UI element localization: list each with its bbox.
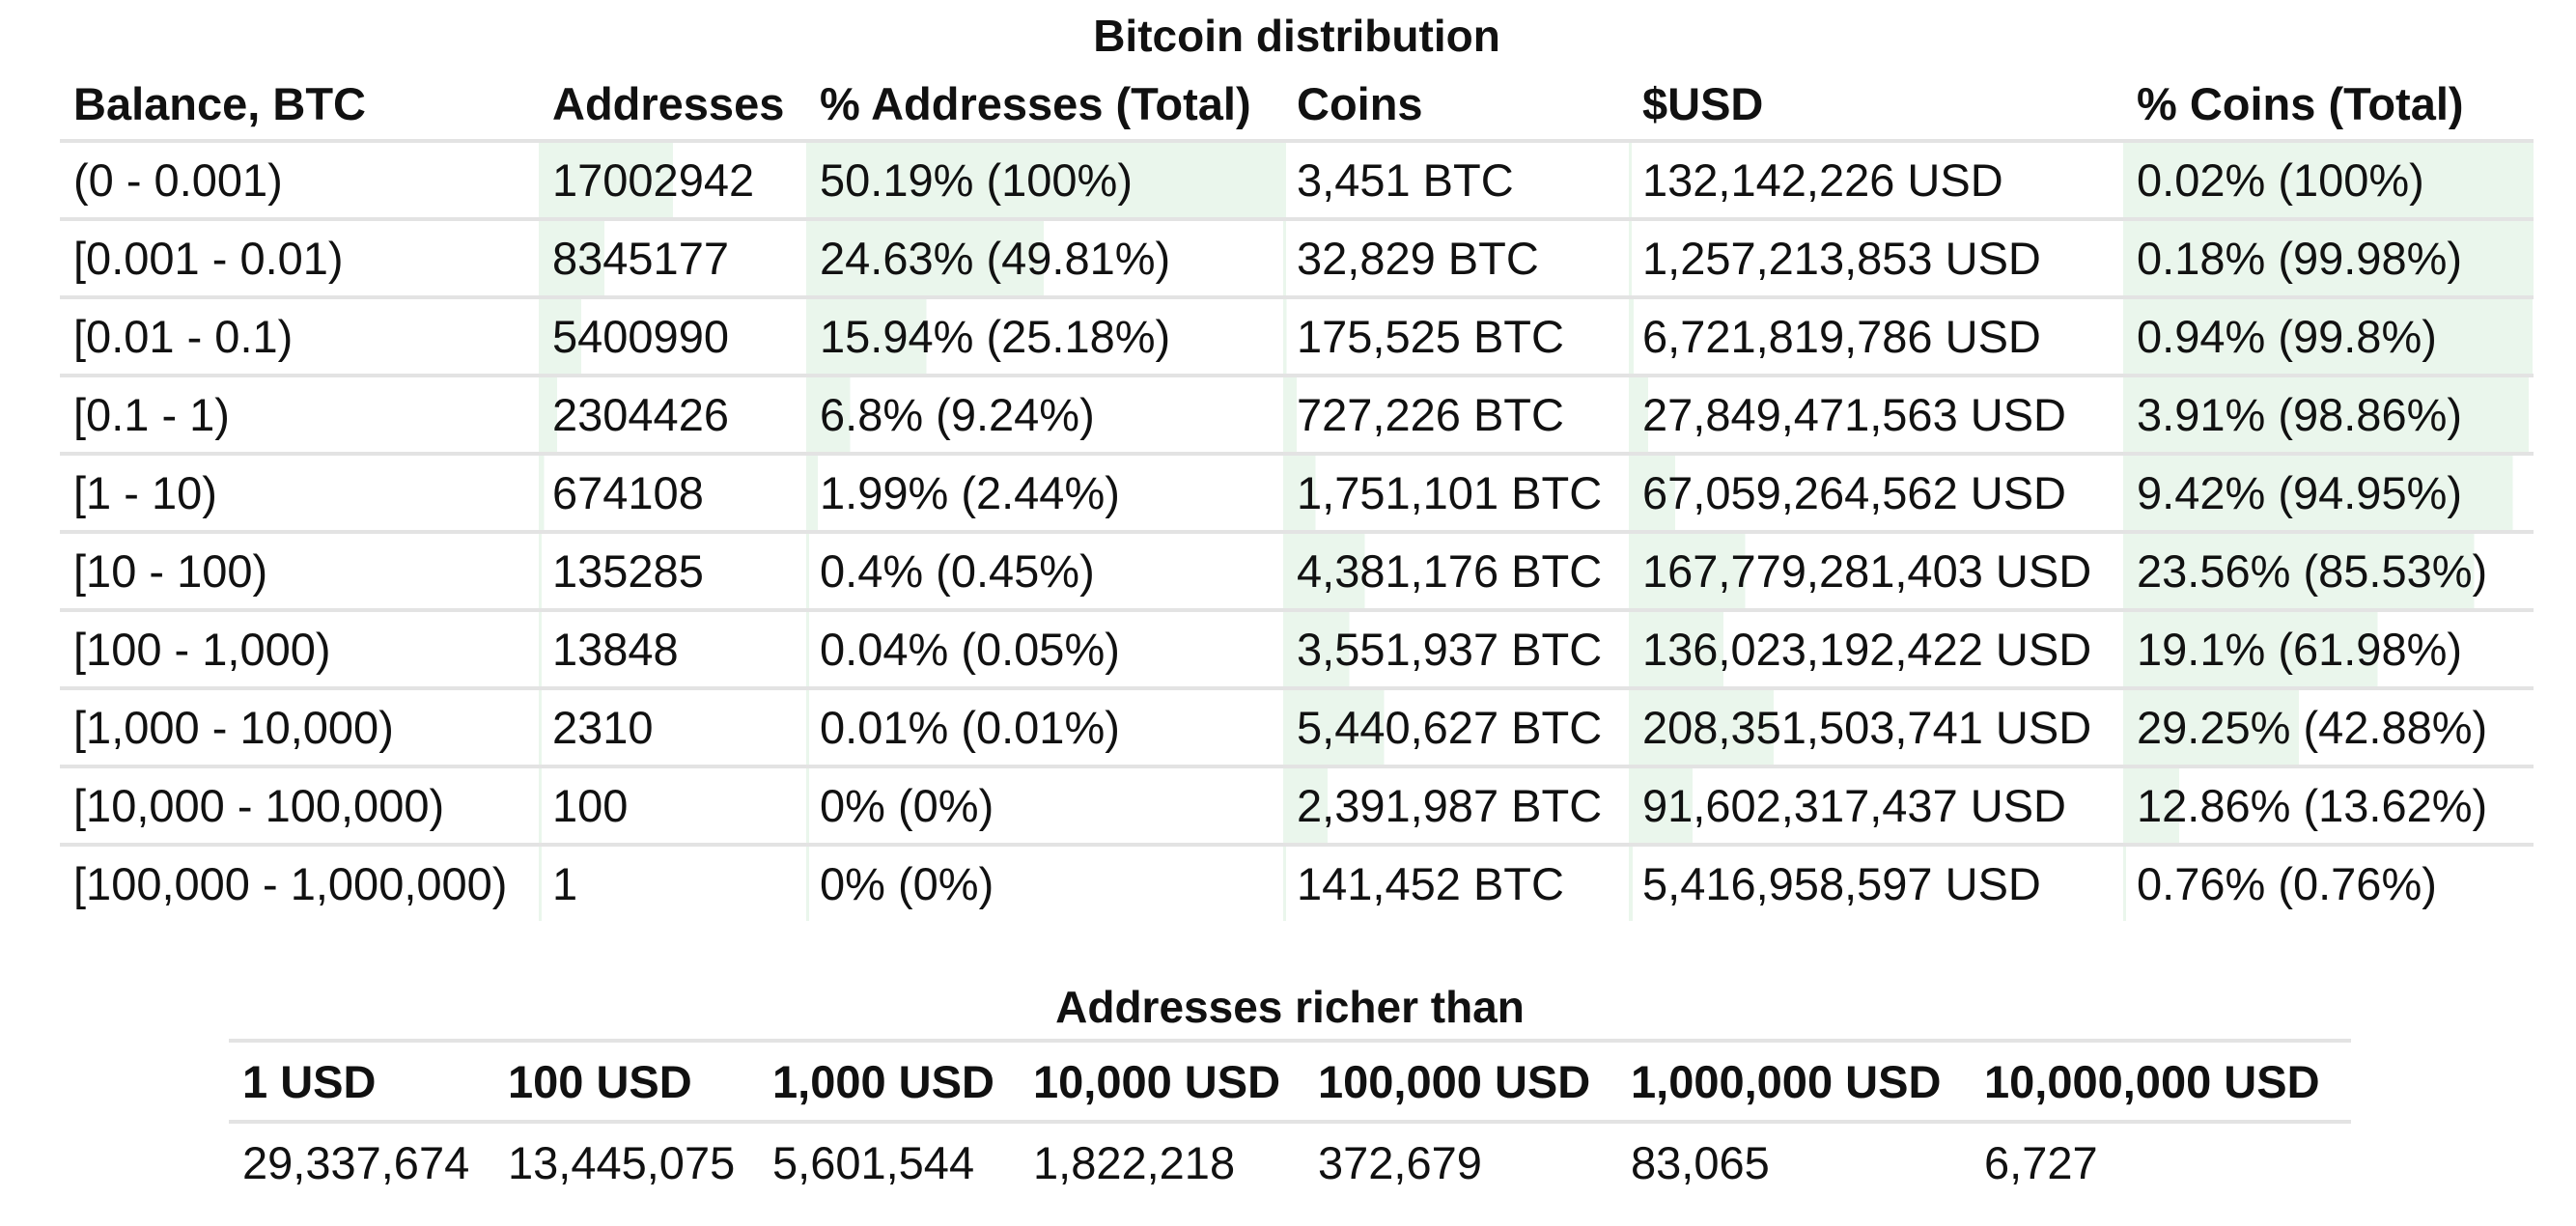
cell-balance: [0.01 - 0.1) — [60, 297, 539, 377]
richer-than-header[interactable]: 1,000 USD — [759, 1039, 1020, 1124]
header-addresses[interactable]: Addresses — [539, 68, 806, 143]
richer-than-value: 29,337,674 — [242, 1136, 470, 1188]
cell-usd: 6,721,819,786 USD — [1629, 297, 2123, 377]
cell-usd: 167,779,281,403 USD — [1629, 532, 2123, 612]
cell-pct-addresses: 0.01% (0.01%) — [806, 688, 1283, 768]
richer-than-value: 372,679 — [1318, 1136, 1482, 1188]
cell-addresses: 2304426 — [539, 376, 806, 456]
cell-usd: 136,023,192,422 USD — [1629, 610, 2123, 690]
distribution-row: [100,000 - 1,000,000) 1 0% (0%) 141,452 BTC… — [60, 845, 2534, 921]
distribution-row: [0.001 - 0.01) 8345177 24.63% (49.81%) 32,8… — [60, 219, 2534, 299]
cell-usd: 208,351,503,741 USD — [1629, 688, 2123, 768]
cell-coins: 4,381,176 BTC — [1283, 532, 1629, 612]
richer-than-value: 83,065 — [1631, 1136, 1770, 1188]
distribution-table: Balance, BTC Addresses % Addresses (Tota… — [60, 68, 2534, 921]
cell-pct-addresses: 0.04% (0.05%) — [806, 610, 1283, 690]
cell-addresses: 1 — [539, 845, 806, 921]
richer-than-header[interactable]: 10,000 USD — [1020, 1039, 1304, 1124]
cell-balance: (0 - 0.001) — [60, 141, 539, 221]
distribution-row: [0.1 - 1) 2304426 6.8% (9.24%) 727,226 BTC 2… — [60, 376, 2534, 456]
cell-addresses: 13848 — [539, 610, 806, 690]
cell-pct-addresses: 6.8% (9.24%) — [806, 376, 1283, 456]
cell-addresses: 5400990 — [539, 297, 806, 377]
distribution-row: [1 - 10) 674108 1.99% (2.44%) 1,751,101 BTC… — [60, 454, 2534, 534]
cell-usd: 132,142,226 USD — [1629, 141, 2123, 221]
distribution-header-row: Balance, BTC Addresses % Addresses (Tota… — [60, 68, 2534, 143]
header-pct-addresses[interactable]: % Addresses (Total) — [806, 68, 1283, 143]
richer-than-value: 6,727 — [1984, 1136, 2098, 1188]
cell-coins: 1,751,101 BTC — [1283, 454, 1629, 534]
distribution-row: [100 - 1,000) 13848 0.04% (0.05%) 3,551,937… — [60, 610, 2534, 690]
cell-pct-addresses: 50.19% (100%) — [806, 141, 1283, 221]
cell-balance: [10,000 - 100,000) — [60, 766, 539, 847]
richer-than-value: 1,822,218 — [1033, 1136, 1236, 1188]
bitcoin-distribution-section: Bitcoin distribution Balance, BTC Addres… — [60, 4, 2534, 921]
cell-pct-addresses: 1.99% (2.44%) — [806, 454, 1283, 534]
cell-balance: [1,000 - 10,000) — [60, 688, 539, 768]
cell-pct-addresses: 0.4% (0.45%) — [806, 532, 1283, 612]
cell-pct-coins: 9.42% (94.95%) — [2123, 454, 2534, 534]
cell-addresses: 135285 — [539, 532, 806, 612]
cell-pct-coins: 0.18% (99.98%) — [2123, 219, 2534, 299]
cell-addresses: 674108 — [539, 454, 806, 534]
cell-pct-coins: 29.25% (42.88%) — [2123, 688, 2534, 768]
cell-coins: 175,525 BTC — [1283, 297, 1629, 377]
richer-than-value: 13,445,075 — [508, 1136, 736, 1188]
cell-coins: 141,452 BTC — [1283, 845, 1629, 921]
distribution-row: [10 - 100) 135285 0.4% (0.45%) 4,381,176 BT… — [60, 532, 2534, 612]
richer-than-table: 1 USD 100 USD 1,000 USD 10,000 USD 100,000 U… — [229, 1039, 2351, 1201]
cell-balance: [10 - 100) — [60, 532, 539, 612]
cell-addresses: 100 — [539, 766, 806, 847]
richer-than-header[interactable]: 100 USD — [494, 1039, 759, 1124]
richer-than-header-row: 1 USD 100 USD 1,000 USD 10,000 USD 100,000 U… — [229, 1039, 2351, 1124]
cell-balance: [1 - 10) — [60, 454, 539, 534]
cell-pct-coins: 0.94% (99.8%) — [2123, 297, 2534, 377]
richer-than-header[interactable]: 100,000 USD — [1304, 1039, 1617, 1124]
distribution-row: (0 - 0.001) 17002942 50.19% (100%) 3,451 BT… — [60, 141, 2534, 221]
cell-usd: 1,257,213,853 USD — [1629, 219, 2123, 299]
distribution-caption: Bitcoin distribution — [1093, 11, 1500, 61]
cell-usd: 27,849,471,563 USD — [1629, 376, 2123, 456]
cell-pct-coins: 19.1% (61.98%) — [2123, 610, 2534, 690]
richer-than-value: 5,601,544 — [772, 1136, 975, 1188]
cell-pct-addresses: 0% (0%) — [806, 766, 1283, 847]
richer-than-header[interactable]: 1,000,000 USD — [1617, 1039, 1971, 1124]
cell-balance: [0.001 - 0.01) — [60, 219, 539, 299]
header-balance[interactable]: Balance, BTC — [60, 68, 539, 143]
header-pct-coins[interactable]: % Coins (Total) — [2123, 68, 2534, 143]
cell-coins: 3,451 BTC — [1283, 141, 1629, 221]
cell-pct-coins: 12.86% (13.62%) — [2123, 766, 2534, 847]
cell-pct-addresses: 0% (0%) — [806, 845, 1283, 921]
cell-coins: 2,391,987 BTC — [1283, 766, 1629, 847]
cell-coins: 32,829 BTC — [1283, 219, 1629, 299]
cell-usd: 91,602,317,437 USD — [1629, 766, 2123, 847]
richer-than-values-row: 29,337,674 13,445,075 5,601,544 1,822,218 37… — [229, 1122, 2351, 1201]
cell-pct-coins: 0.02% (100%) — [2123, 141, 2534, 221]
cell-balance: [100 - 1,000) — [60, 610, 539, 690]
header-coins[interactable]: Coins — [1283, 68, 1629, 143]
cell-balance: [0.1 - 1) — [60, 376, 539, 456]
cell-addresses: 8345177 — [539, 219, 806, 299]
richer-than-caption: Addresses richer than — [1055, 982, 1525, 1032]
cell-pct-addresses: 15.94% (25.18%) — [806, 297, 1283, 377]
richer-than-header[interactable]: 1 USD — [229, 1039, 494, 1124]
header-usd[interactable]: $USD — [1629, 68, 2123, 143]
cell-addresses: 2310 — [539, 688, 806, 768]
distribution-row: [0.01 - 0.1) 5400990 15.94% (25.18%) 175,52… — [60, 297, 2534, 377]
cell-balance: [100,000 - 1,000,000) — [73, 858, 508, 909]
cell-addresses: 17002942 — [539, 141, 806, 221]
cell-usd: 5,416,958,597 USD — [1629, 845, 2123, 921]
cell-pct-addresses: 24.63% (49.81%) — [806, 219, 1283, 299]
cell-coins: 727,226 BTC — [1283, 376, 1629, 456]
richer-than-header[interactable]: 10,000,000 USD — [1971, 1039, 2351, 1124]
addresses-richer-than-section: Addresses richer than 1 USD 100 USD 1,000 … — [229, 975, 2351, 1201]
cell-usd: 67,059,264,562 USD — [1629, 454, 2123, 534]
cell-pct-coins: 23.56% (85.53%) — [2123, 532, 2534, 612]
cell-coins: 5,440,627 BTC — [1283, 688, 1629, 768]
cell-pct-coins: 0.76% (0.76%) — [2123, 845, 2534, 921]
cell-coins: 3,551,937 BTC — [1283, 610, 1629, 690]
distribution-row: [10,000 - 100,000) 100 0% (0%) 2,391,987 BT… — [60, 766, 2534, 847]
cell-pct-coins: 3.91% (98.86%) — [2123, 376, 2534, 456]
distribution-row: [1,000 - 10,000) 2310 0.01% (0.01%) 5,440,6… — [60, 688, 2534, 768]
